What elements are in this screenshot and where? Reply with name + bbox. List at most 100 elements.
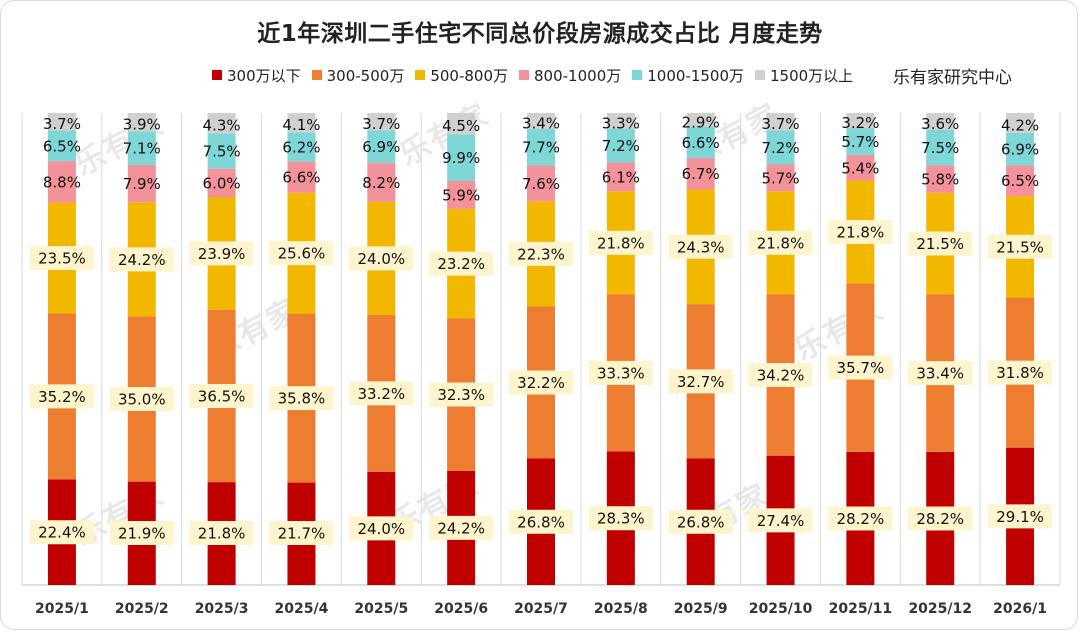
data-label-box <box>29 245 94 270</box>
legend-item: 300-500万 <box>311 65 405 86</box>
data-label-box <box>349 516 414 541</box>
data-label-box <box>828 219 893 244</box>
data-label-box <box>189 521 254 545</box>
data-label: 6.6% <box>682 134 720 152</box>
bar-segment <box>447 113 476 135</box>
legend-swatch <box>519 70 530 80</box>
data-label-box <box>668 509 733 534</box>
bar-segment <box>207 133 236 169</box>
bar-segment <box>367 113 396 131</box>
legend-label: 300-500万 <box>326 66 405 85</box>
data-label: 24.2% <box>118 251 166 269</box>
bar-segment <box>1006 165 1035 197</box>
data-label: 24.0% <box>357 250 405 268</box>
data-label: 33.3% <box>597 364 645 382</box>
data-label: 3.6% <box>921 115 959 133</box>
data-label: 5.7% <box>841 133 879 151</box>
legend-swatch <box>415 70 426 80</box>
data-label: 21.5% <box>996 238 1044 256</box>
bar-segment <box>606 113 635 129</box>
data-label-box <box>269 241 334 266</box>
data-label: 7.5% <box>921 139 959 157</box>
data-label: 7.2% <box>761 139 799 157</box>
data-label: 7.7% <box>522 139 560 157</box>
bar-segment <box>846 113 875 129</box>
data-label: 23.9% <box>198 245 246 263</box>
legend-label: 300万以下 <box>227 66 301 85</box>
data-label: 33.2% <box>357 385 405 403</box>
data-label: 21.7% <box>278 525 326 543</box>
legend-label: 800-1000万 <box>534 66 622 85</box>
x-tick-label: 2026/1 <box>993 601 1047 617</box>
legend-swatch <box>755 70 765 80</box>
bar-segment <box>287 161 316 193</box>
data-label: 6.6% <box>282 169 320 187</box>
bar-segment <box>606 128 635 163</box>
data-label: 35.8% <box>278 390 326 408</box>
data-label-box <box>588 506 653 531</box>
data-label-box <box>668 234 733 259</box>
data-label: 28.2% <box>837 510 885 528</box>
data-label: 22.3% <box>517 245 565 263</box>
data-label: 21.5% <box>916 235 964 253</box>
data-label-box <box>509 509 573 534</box>
legend-swatch <box>632 70 643 80</box>
data-label: 35.0% <box>118 391 166 409</box>
x-tick-label: 2025/6 <box>434 601 488 617</box>
legend-item: 1000-1500万 <box>632 65 744 86</box>
data-label-box <box>109 247 174 272</box>
data-label-box <box>588 230 653 255</box>
bar-segment <box>686 126 715 158</box>
bar-segment <box>527 113 555 130</box>
data-label-box <box>109 521 174 545</box>
data-label: 35.2% <box>38 388 86 406</box>
data-label-box <box>429 515 494 540</box>
data-label-box <box>269 386 334 411</box>
data-label-box <box>189 383 254 408</box>
x-tick-label: 2025/8 <box>594 601 648 617</box>
bar-segment <box>766 164 795 192</box>
bar-segment <box>447 134 476 181</box>
data-label-box <box>349 246 414 271</box>
data-label: 29.1% <box>996 508 1044 526</box>
x-tick-label: 2025/3 <box>195 601 249 617</box>
data-label: 7.1% <box>123 140 161 158</box>
chart-legend: 300万以下 300-500万 500-800万 800-1000万 1000-1500… <box>212 64 864 86</box>
bar-segment <box>127 113 156 132</box>
data-label: 5.4% <box>841 159 879 177</box>
data-label: 4.1% <box>282 116 320 134</box>
data-label-box <box>988 234 1053 259</box>
data-label-box <box>668 369 733 394</box>
data-label: 6.0% <box>203 174 241 192</box>
bar-segment <box>287 113 316 133</box>
data-label: 26.8% <box>677 513 725 531</box>
bar-segment <box>846 155 875 181</box>
data-label-box <box>189 241 254 266</box>
data-label-box <box>748 230 813 255</box>
data-label: 24.2% <box>437 519 485 537</box>
data-label-box <box>748 508 813 533</box>
data-label: 3.2% <box>841 114 879 132</box>
data-label: 23.2% <box>437 255 485 273</box>
x-tick-label: 2025/5 <box>354 601 408 617</box>
bar-segment <box>127 164 156 203</box>
data-label-box <box>29 520 94 545</box>
data-label: 32.2% <box>517 374 565 392</box>
bar-segment <box>367 130 396 164</box>
data-label: 26.8% <box>517 513 565 531</box>
data-label: 3.7% <box>362 115 400 133</box>
x-tick-label: 2025/9 <box>674 601 728 617</box>
data-label: 35.7% <box>837 359 885 377</box>
data-label: 34.2% <box>757 366 805 384</box>
data-label: 5.8% <box>921 171 959 189</box>
data-label-box <box>349 381 414 406</box>
data-label: 32.3% <box>437 386 485 404</box>
data-label-box <box>828 355 893 380</box>
data-label-box <box>988 360 1053 385</box>
data-label: 21.9% <box>118 525 166 543</box>
data-label-box <box>429 251 494 276</box>
bar-segment <box>447 180 476 209</box>
data-label: 3.3% <box>602 114 640 132</box>
